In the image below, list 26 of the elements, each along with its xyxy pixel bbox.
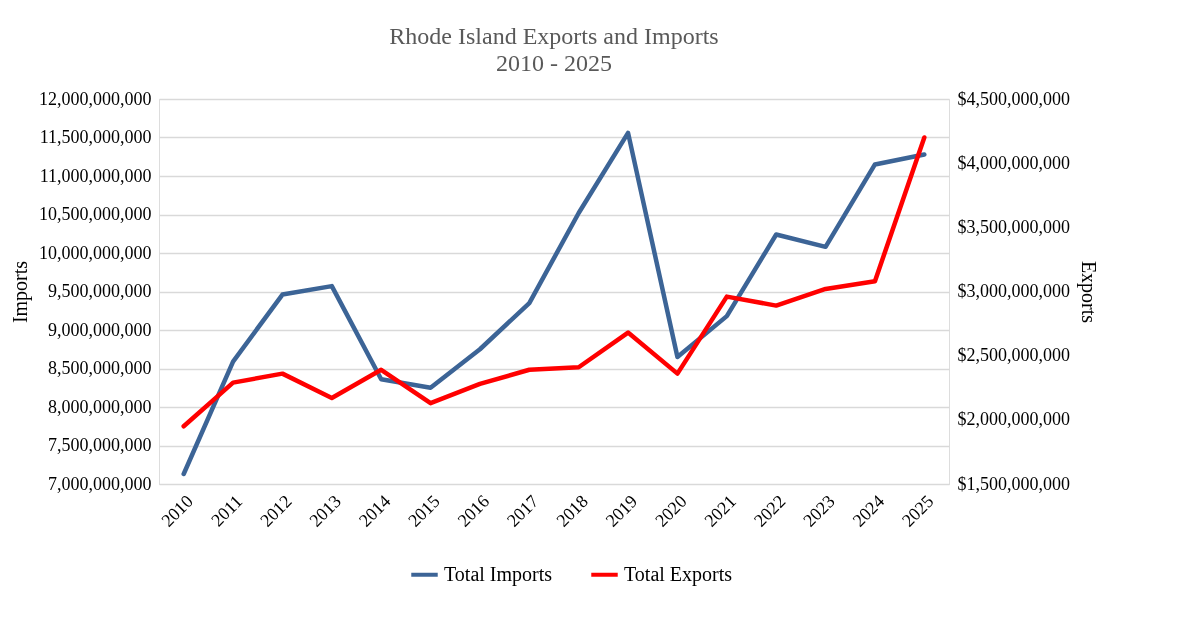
line-series: [181, 135, 927, 429]
y-tick-label: 11,000,000,000: [39, 165, 152, 186]
legend-label: Total Imports: [444, 562, 553, 586]
chart-title: Rhode Island Exports and Imports: [389, 23, 719, 49]
y-tick-label: 9,500,000,000: [48, 281, 152, 301]
y2-tick-label: $3,000,000,000: [957, 281, 1070, 301]
y2-tick-label: $2,000,000,000: [957, 409, 1070, 430]
line-series: [181, 130, 927, 477]
y2-tick-label: $2,500,000,000: [957, 345, 1070, 366]
y-tick-label: 7,500,000,000: [48, 435, 152, 455]
y-tick-label: 10,500,000,000: [39, 204, 152, 224]
y2-tick-label: $4,500,000,000: [957, 88, 1070, 109]
y-tick-label: 11,500,000,000: [39, 127, 152, 147]
y-axis-title: Imports: [9, 260, 32, 324]
y-tick-label: 7,000,000,000: [48, 473, 152, 494]
y2-axis-title: Exports: [1077, 260, 1100, 324]
y-tick-label: 9,000,000,000: [48, 319, 152, 340]
chart-subtitle: 2010 - 2025: [496, 50, 612, 76]
y-tick-label: 8,500,000,000: [48, 358, 152, 378]
y2-tick-label: $1,500,000,000: [957, 473, 1070, 494]
y-tick-label: 8,000,000,000: [48, 396, 152, 417]
legend-label: Total Exports: [624, 562, 733, 586]
y2-tick-label: $4,000,000,000: [957, 152, 1070, 173]
y-tick-label: 10,000,000,000: [39, 242, 152, 263]
y2-tick-label: $3,500,000,000: [957, 216, 1070, 237]
y-tick-label: 12,000,000,000: [39, 88, 152, 109]
